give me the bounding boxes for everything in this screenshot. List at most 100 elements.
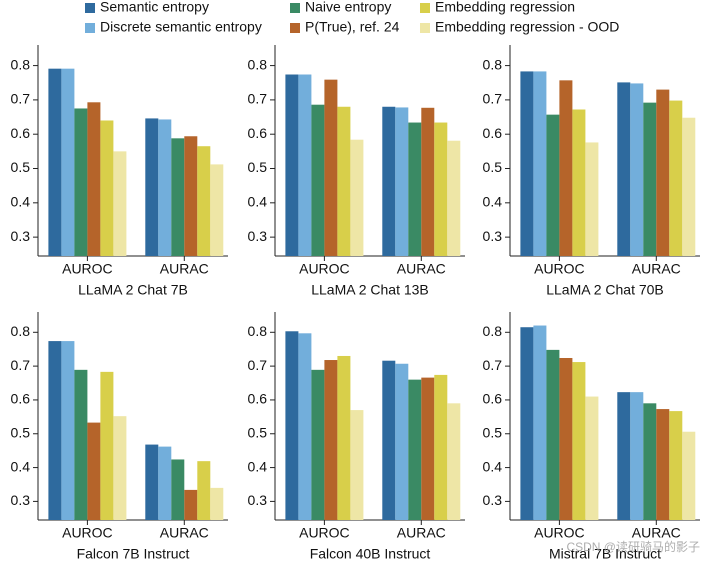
bar: [197, 146, 211, 256]
y-tick-label: 0.5: [483, 424, 503, 440]
y-tick-label: 0.8: [11, 56, 31, 72]
y-tick-label: 0.8: [483, 323, 503, 339]
bar: [520, 71, 534, 257]
y-tick-label: 0.6: [483, 125, 503, 141]
bar: [145, 444, 159, 520]
bar: [74, 369, 88, 520]
y-tick-label: 0.4: [248, 458, 268, 474]
bar: [682, 431, 696, 520]
bar: [382, 360, 396, 520]
y-tick-label: 0.7: [483, 357, 503, 373]
bar: [113, 151, 127, 256]
x-tick-label: AUROC: [62, 261, 113, 277]
bar: [61, 341, 75, 520]
y-tick-label: 0.7: [11, 91, 31, 107]
bar: [197, 461, 211, 520]
y-tick-label: 0.3: [483, 492, 503, 508]
y-tick-label: 0.6: [248, 125, 268, 141]
bar: [311, 104, 325, 256]
x-tick-label: AURAC: [632, 525, 681, 541]
bar: [324, 360, 338, 520]
legend-label: Naive entropy: [305, 0, 391, 15]
bar: [682, 117, 696, 257]
bar: [100, 371, 114, 520]
chart-title: LLaMA 2 Chat 70B: [546, 282, 664, 298]
bar: [585, 396, 599, 520]
y-tick-label: 0.6: [248, 391, 268, 407]
bar: [113, 416, 127, 520]
bar: [100, 120, 114, 256]
x-tick-label: AUROC: [62, 525, 113, 541]
bar: [395, 363, 409, 520]
legend-label: Embedding regression: [435, 0, 575, 15]
bar: [298, 333, 312, 520]
y-tick-label: 0.4: [11, 458, 31, 474]
bar: [311, 369, 325, 520]
y-tick-label: 0.4: [483, 194, 503, 210]
bar: [158, 119, 172, 256]
bar: [421, 377, 435, 520]
bar: [434, 122, 448, 256]
bar: [643, 102, 657, 256]
y-tick-label: 0.7: [248, 357, 268, 373]
bar: [421, 107, 435, 256]
chart-title: Falcon 7B Instruct: [77, 546, 190, 562]
bar: [74, 108, 88, 256]
y-tick-label: 0.3: [248, 492, 268, 508]
x-tick-label: AURAC: [160, 261, 209, 277]
bar: [533, 71, 547, 257]
legend-label: P(True), ref. 24: [305, 19, 400, 35]
y-tick-label: 0.6: [11, 125, 31, 141]
bar: [572, 362, 586, 520]
legend-swatch: [85, 3, 95, 13]
y-tick-label: 0.3: [11, 228, 31, 244]
bar: [210, 487, 224, 520]
y-tick-label: 0.8: [248, 323, 268, 339]
y-tick-label: 0.4: [248, 194, 268, 210]
bar: [559, 80, 573, 256]
legend-label: Embedding regression - OOD: [435, 19, 619, 35]
x-tick-label: AUROC: [534, 525, 585, 541]
y-tick-label: 0.3: [11, 492, 31, 508]
legend-label: Discrete semantic entropy: [100, 19, 262, 35]
bar: [158, 446, 172, 520]
legend-swatch: [420, 3, 430, 13]
chart-title: LLaMA 2 Chat 13B: [311, 282, 429, 298]
y-tick-label: 0.7: [248, 91, 268, 107]
chart-title: Mistral 7B Instruct: [549, 546, 661, 562]
bar: [630, 392, 644, 520]
bar: [617, 392, 631, 520]
y-tick-label: 0.8: [483, 56, 503, 72]
y-tick-label: 0.5: [483, 159, 503, 175]
bar: [350, 410, 364, 520]
y-tick-label: 0.6: [11, 391, 31, 407]
bar: [546, 114, 560, 256]
y-tick-label: 0.6: [483, 391, 503, 407]
bar: [395, 107, 409, 256]
bar: [520, 327, 534, 520]
bar: [546, 349, 560, 520]
y-tick-label: 0.8: [248, 56, 268, 72]
y-tick-label: 0.5: [11, 159, 31, 175]
bar: [585, 142, 599, 256]
x-tick-label: AUROC: [299, 525, 350, 541]
bar: [434, 374, 448, 520]
legend-label: Semantic entropy: [100, 0, 209, 15]
x-tick-label: AURAC: [160, 525, 209, 541]
y-tick-label: 0.5: [11, 424, 31, 440]
bar: [87, 102, 101, 257]
bar: [669, 411, 683, 520]
bar: [382, 106, 396, 256]
y-tick-label: 0.8: [11, 323, 31, 339]
x-tick-label: AUROC: [534, 261, 585, 277]
bar: [630, 83, 644, 256]
bar: [285, 331, 299, 520]
bar: [145, 118, 159, 256]
bar: [572, 109, 586, 256]
bar: [184, 136, 198, 256]
y-tick-label: 0.7: [483, 91, 503, 107]
bar: [617, 82, 631, 256]
bar: [408, 379, 422, 520]
bar: [48, 68, 62, 256]
